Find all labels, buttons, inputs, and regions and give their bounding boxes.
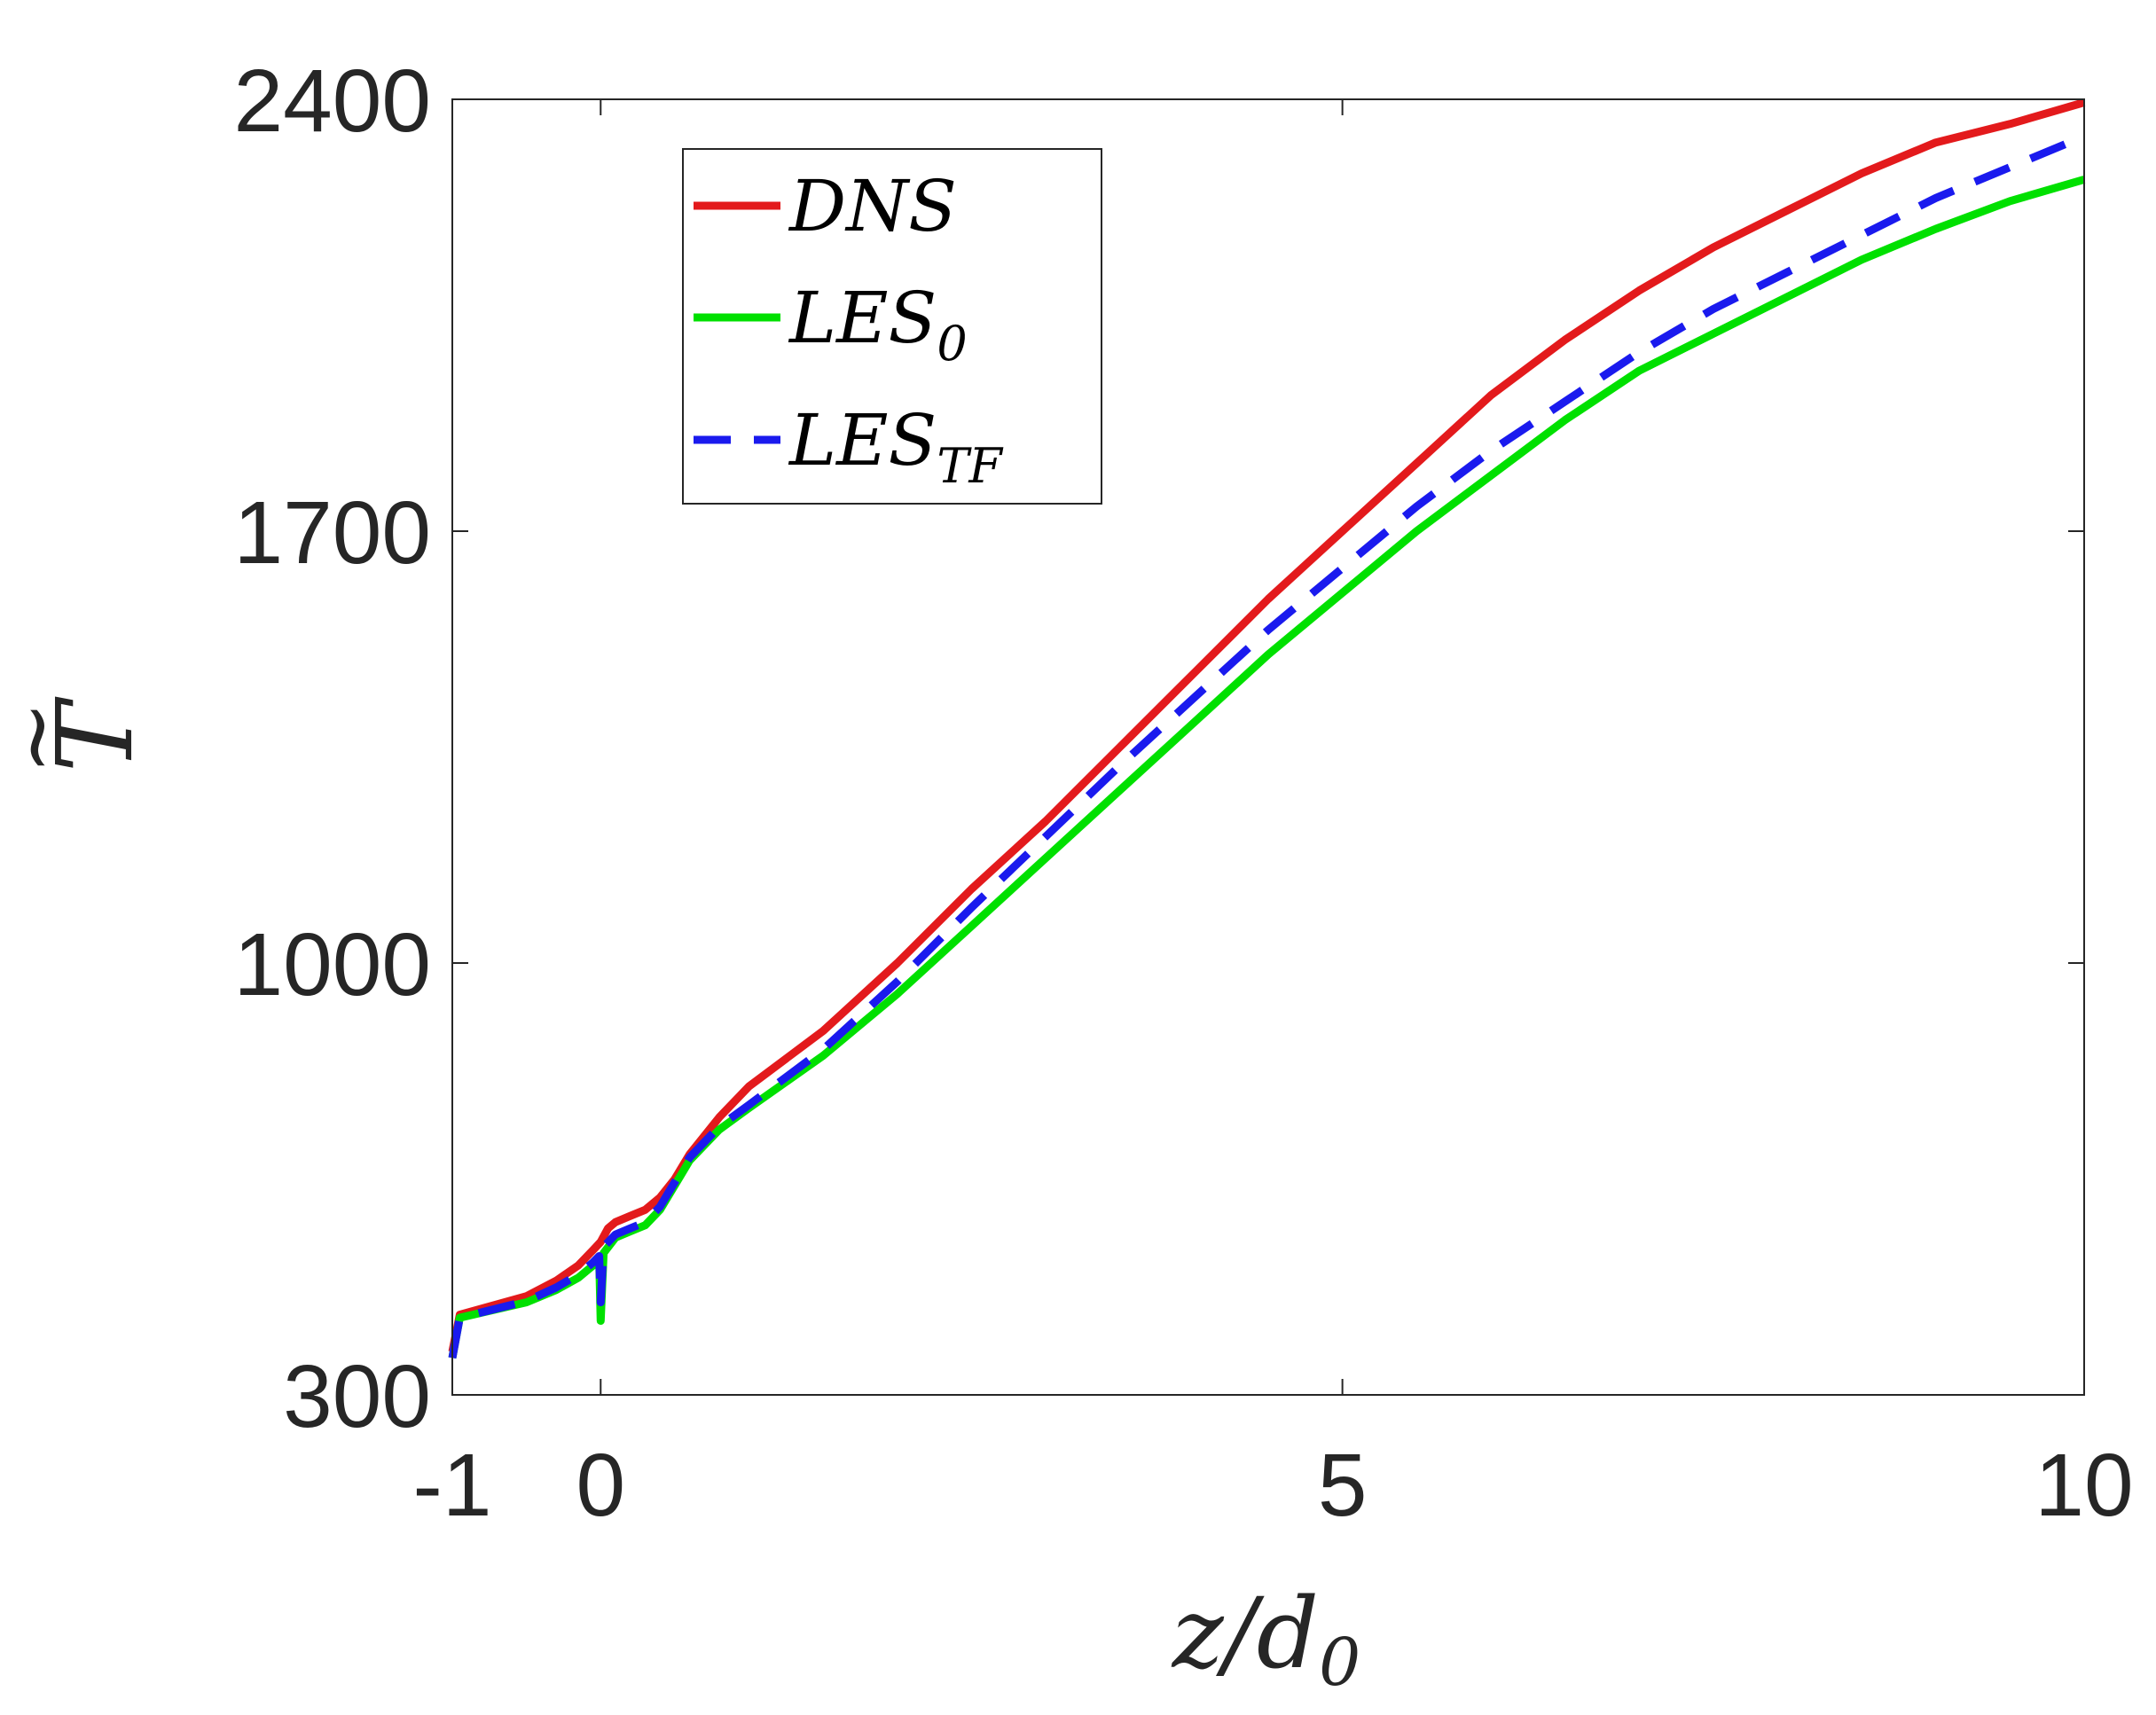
y-tick-label: 1700 — [234, 483, 431, 583]
y-tick-labels: 300 1000 1700 2400 — [234, 51, 431, 1446]
x-tick-labels: -1 0 5 10 — [413, 1436, 2134, 1535]
legend-label-3: LESTF — [788, 399, 1004, 494]
x-axis-label-subscript: 0 — [1319, 1625, 1360, 1701]
plot-frame — [451, 98, 2085, 1396]
x-tick-label: -1 — [413, 1436, 492, 1535]
y-axis-label-group: T ~ — [0, 696, 156, 775]
y-tick-label: 300 — [283, 1347, 431, 1446]
x-axis-label: z/d0 — [1171, 1577, 1361, 1701]
legend-label-1: DNS — [788, 165, 957, 247]
x-tick-label: 0 — [576, 1436, 625, 1535]
legend-label-2: LES0 — [788, 277, 968, 372]
legend-label-subscript: TF — [937, 438, 1004, 494]
x-tick-label: 5 — [1318, 1436, 1368, 1535]
x-axis-label-main: z/d — [1171, 1577, 1319, 1690]
series-line-3 — [448, 132, 2086, 1359]
series-lines — [448, 98, 2086, 1359]
legend-label-subscript: 0 — [937, 316, 967, 372]
legend-label-main: DNS — [788, 165, 957, 247]
y-tick-label: 2400 — [234, 51, 431, 151]
series-line-1 — [448, 98, 2086, 1353]
y-tick-label: 1000 — [234, 915, 431, 1014]
legend-label-main: LES — [788, 399, 937, 482]
x-tick-label: 10 — [2034, 1436, 2133, 1535]
y-axis-label-accent: ~ — [0, 701, 87, 775]
y-axis-label: T — [34, 696, 156, 772]
legend-label-main: LES — [788, 277, 937, 359]
